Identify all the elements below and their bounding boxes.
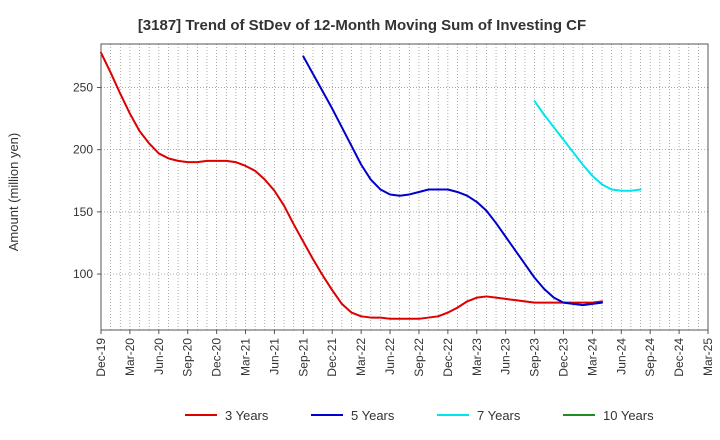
series-lines [100, 51, 642, 320]
x-tick-label: Jun-21 [267, 338, 281, 375]
x-tick-label: Mar-22 [354, 338, 368, 376]
y-axis-ticks: 100 150 200 250 [73, 81, 101, 281]
legend-label: 3 Years [225, 408, 269, 423]
legend-label: 10 Years [603, 408, 654, 423]
x-tick-label: Dec-20 [210, 338, 224, 377]
series-line-7-years [533, 100, 642, 192]
x-tick-label: Sep-21 [296, 338, 310, 377]
x-tick-label: Sep-24 [643, 338, 657, 377]
x-tick-label: Jun-23 [499, 338, 513, 375]
y-tick-label: 250 [73, 81, 93, 95]
x-tick-label: Mar-20 [123, 338, 137, 376]
y-tick-label: 200 [73, 143, 93, 157]
x-tick-label: Dec-21 [325, 338, 339, 377]
legend: 3 Years 5 Years 7 Years 10 Years [185, 408, 654, 423]
plot-area-frame [100, 43, 709, 331]
x-tick-label: Mar-21 [239, 338, 253, 376]
x-tick-label: Jun-20 [152, 338, 166, 375]
x-tick-label: Jun-24 [614, 338, 628, 375]
x-axis-ticks: Dec-19 Mar-20 Jun-20 Sep-20 Dec-20 Mar-21 Jun-… [94, 330, 715, 377]
legend-label: 5 Years [351, 408, 395, 423]
series-line-5-years [302, 55, 604, 307]
x-tick-label: Sep-20 [181, 338, 195, 377]
y-tick-label: 100 [73, 267, 93, 281]
y-axis-label: Amount (million yen) [6, 133, 21, 252]
x-tick-label: Sep-23 [528, 338, 542, 377]
x-tick-label: Jun-22 [383, 338, 397, 375]
x-tick-label: Mar-23 [470, 338, 484, 376]
x-tick-label: Mar-25 [701, 338, 715, 376]
x-tick-label: Dec-22 [441, 338, 455, 377]
series-line-3-years [100, 51, 604, 320]
y-tick-label: 150 [73, 205, 93, 219]
x-tick-label: Mar-24 [585, 338, 599, 376]
x-tick-label: Sep-22 [412, 338, 426, 377]
x-tick-label: Dec-19 [94, 338, 108, 377]
x-tick-label: Dec-24 [672, 338, 686, 377]
x-tick-label: Dec-23 [556, 338, 570, 377]
grid [101, 44, 708, 330]
legend-label: 7 Years [477, 408, 521, 423]
chart-title: [3187] Trend of StDev of 12-Month Moving… [138, 17, 586, 34]
